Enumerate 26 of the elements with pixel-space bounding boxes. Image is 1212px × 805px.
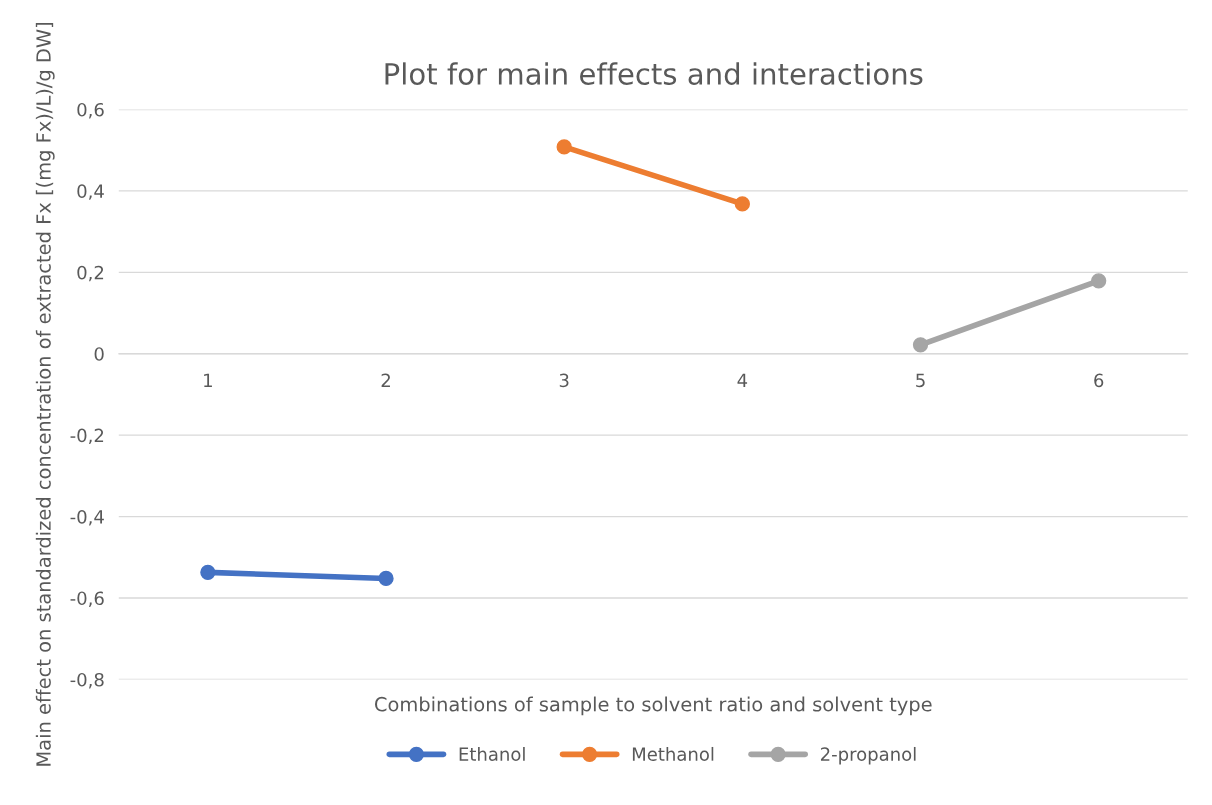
x-tick-label: 1 <box>204 373 212 387</box>
y-tick-label: -0,4 <box>70 510 104 526</box>
legend-label: Ethanol <box>459 746 525 761</box>
y-tick-label: -0,8 <box>70 672 104 689</box>
point <box>378 570 394 587</box>
y-tick-label: 0 <box>94 347 104 361</box>
y-tick-label: 0,4 <box>77 184 104 200</box>
point <box>734 196 750 212</box>
y-axis-title: Main effect on standardized concentration of extracted Fx [(mg Fx)/L)/g DW] <box>35 22 55 766</box>
legend-label: 2-propanol <box>820 746 916 765</box>
x-tick-label: 3 <box>559 373 569 388</box>
chart-title: Plot for main effects and interactions <box>385 62 923 85</box>
x-tick-label: 2 <box>381 373 390 387</box>
point <box>200 564 216 580</box>
point <box>1091 273 1107 289</box>
legend-label: Methanol <box>632 746 714 761</box>
y-tick-label: 0,2 <box>77 265 104 282</box>
x-axis-title: Combinations of sample to solvent ratio and solvent type <box>375 696 932 716</box>
x-tick-label: 4 <box>737 373 748 387</box>
y-tick-label: -0,6 <box>70 591 104 607</box>
point <box>556 139 572 155</box>
point <box>912 337 929 353</box>
x-tick-label: 6 <box>1094 373 1104 388</box>
y-tick-label: -0,2 <box>70 428 104 445</box>
x-tick-label: 5 <box>916 373 925 388</box>
y-tick-label: 0,6 <box>77 102 104 119</box>
